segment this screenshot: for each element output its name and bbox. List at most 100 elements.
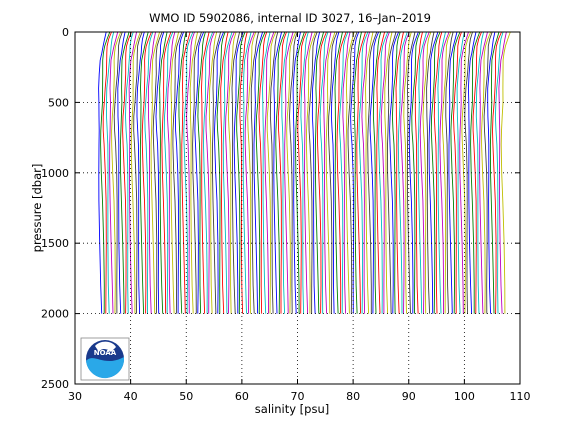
profiles-layer: [98, 31, 511, 314]
profile-line: [247, 31, 257, 314]
profile-line: [467, 31, 477, 314]
profile-line: [481, 31, 492, 314]
x-tick-label: 80: [346, 390, 360, 403]
profile-line: [305, 31, 316, 314]
profile-line: [147, 31, 157, 314]
profile-line: [389, 31, 400, 314]
profile-line: [236, 31, 246, 314]
profile-line: [269, 31, 279, 314]
profile-line: [250, 31, 260, 314]
profile-line: [136, 31, 145, 314]
profile-line: [117, 31, 126, 314]
x-tick-label: 70: [291, 390, 305, 403]
profile-line: [253, 31, 264, 314]
profile-line: [170, 31, 180, 314]
profile-line: [397, 31, 408, 314]
profile-line: [152, 31, 163, 314]
profile-line: [161, 31, 172, 314]
profile-line: [113, 31, 123, 314]
profile-line: [119, 31, 130, 314]
y-tick-label: 2000: [41, 308, 69, 321]
profile-line: [192, 31, 202, 314]
profile-line: [139, 31, 149, 314]
x-tick-label: 60: [235, 390, 249, 403]
profile-line: [284, 31, 294, 314]
profile-line: [358, 31, 369, 314]
profile-line: [327, 31, 338, 314]
profile-line: [130, 31, 141, 314]
profile-line: [150, 31, 161, 314]
profile-line: [319, 31, 329, 314]
profile-line: [106, 31, 115, 314]
profile-line: [214, 31, 225, 314]
profile-line: [178, 31, 187, 314]
y-axis-label: pressure [dbar]: [30, 164, 44, 253]
profile-line: [461, 31, 472, 314]
x-axis-label: salinity [psu]: [255, 402, 329, 416]
profile-line: [109, 31, 119, 314]
profile-line: [212, 31, 222, 314]
profile-line: [166, 31, 176, 314]
profile-line: [194, 31, 205, 314]
profile-line: [244, 31, 255, 314]
profile-line: [233, 31, 244, 314]
profile-line: [395, 31, 404, 314]
profile-line: [472, 31, 482, 314]
profile-line: [295, 31, 305, 314]
profile-line: [262, 31, 271, 314]
profile-line: [406, 31, 416, 314]
y-tick-label: 1500: [41, 237, 69, 250]
profile-line: [500, 31, 511, 314]
x-tick-label: 50: [179, 390, 193, 403]
profile-line: [163, 31, 174, 314]
profile-line: [275, 31, 286, 314]
profile-line: [172, 31, 183, 314]
profile-line: [255, 31, 266, 314]
profile-line: [356, 31, 366, 314]
profile-line: [342, 31, 351, 314]
profile-line: [220, 31, 229, 314]
profile-line: [141, 31, 152, 314]
profile-line: [459, 31, 469, 314]
profile-line: [201, 31, 210, 314]
profile-line: [433, 31, 443, 314]
profile-line: [414, 31, 423, 314]
profile-line: [483, 31, 493, 314]
profile-line: [111, 31, 122, 314]
profile-line: [426, 31, 435, 314]
profile-line: [155, 31, 165, 314]
profile-line: [323, 31, 332, 314]
profile-line: [242, 31, 252, 314]
x-tick-label: 100: [454, 390, 475, 403]
profile-line: [189, 31, 199, 314]
profile-line: [387, 31, 397, 314]
profile-line: [380, 31, 390, 314]
profile-line: [311, 31, 321, 314]
x-tick-label: 40: [124, 390, 138, 403]
profile-line: [197, 31, 206, 314]
profile-line: [277, 31, 287, 314]
profile-line: [487, 31, 496, 314]
profile-line: [334, 31, 343, 314]
profile-line: [350, 31, 360, 314]
profile-line: [336, 31, 347, 314]
profile-line: [428, 31, 439, 314]
profile-line: [369, 31, 380, 314]
profile-line: [174, 31, 185, 314]
profile-line: [391, 31, 401, 314]
profile-line: [376, 31, 386, 314]
profile-line: [378, 31, 389, 314]
profile-line: [400, 31, 410, 314]
profile-line: [98, 31, 107, 314]
y-tick-label: 2500: [41, 378, 69, 391]
logo-wave: [86, 357, 125, 379]
profile-line: [470, 31, 481, 314]
profile-line: [442, 31, 452, 314]
profile-line: [365, 31, 374, 314]
profile-line: [419, 31, 430, 314]
profile-line: [292, 31, 301, 314]
profile-line: [286, 31, 297, 314]
profile-line: [216, 31, 226, 314]
profile-line: [181, 31, 191, 314]
